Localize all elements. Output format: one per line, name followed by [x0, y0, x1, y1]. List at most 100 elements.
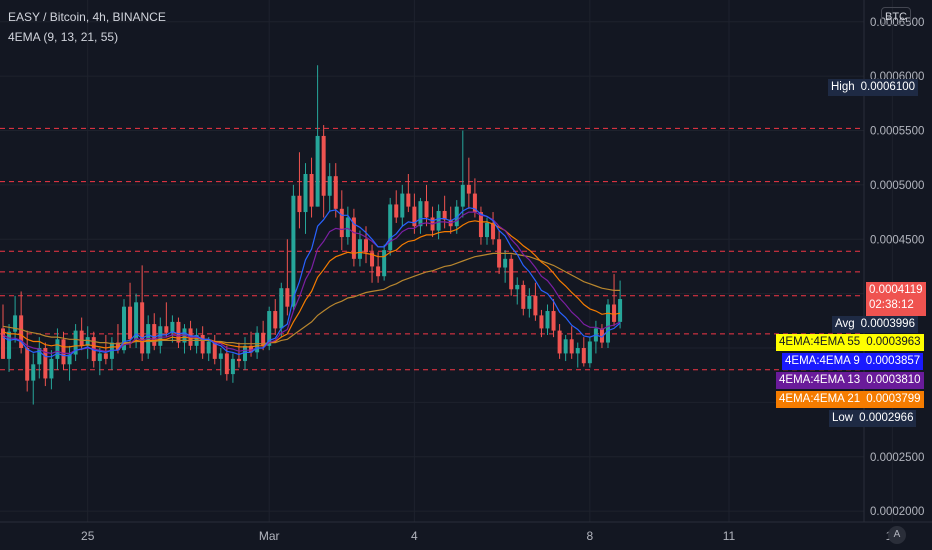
candle-body	[551, 311, 556, 331]
candle-body	[279, 288, 284, 329]
y-tick-label: 0.0004500	[870, 234, 924, 246]
candle-body	[243, 345, 247, 362]
candle-body	[267, 311, 272, 346]
ema9-tag: 4EMA:4EMA 9 0.0003857	[782, 353, 924, 370]
candles	[1, 65, 623, 405]
candle-body	[388, 204, 393, 251]
ema13-line	[2, 211, 621, 355]
high-value: 0.0006100	[857, 79, 919, 96]
candle-body	[575, 348, 580, 354]
candle-body	[158, 326, 163, 346]
candle-body	[370, 252, 375, 267]
low-tag: Low 0.0002966	[829, 410, 917, 427]
ema55-value: 0.0003963	[863, 334, 924, 351]
candle-body	[509, 258, 514, 290]
candle-body	[170, 321, 175, 333]
low-value: 0.0002966	[856, 410, 917, 427]
candle-body	[364, 239, 368, 253]
candle-body	[587, 341, 592, 364]
candle-body	[406, 193, 411, 207]
candle-body	[1, 328, 5, 359]
candle-body	[618, 299, 623, 322]
grid	[0, 0, 893, 522]
candle-body	[327, 176, 332, 196]
candle-body	[122, 306, 126, 351]
candle-body	[454, 206, 459, 227]
candle-body	[128, 306, 133, 340]
ema55-label: 4EMA:4EMA 55	[776, 334, 864, 351]
y-tick-label: 0.0005000	[870, 180, 924, 192]
candle-body	[606, 304, 610, 343]
candle-body	[261, 332, 266, 346]
ema13-value: 0.0003810	[863, 372, 924, 389]
candle-body	[218, 353, 223, 359]
candle-body	[97, 353, 102, 362]
candle-body	[224, 353, 229, 375]
candle-body	[424, 201, 429, 218]
candle-body	[515, 284, 520, 290]
candle-body	[400, 193, 405, 218]
candle-body	[466, 184, 471, 194]
last-price-value: 0.0004119	[869, 284, 923, 296]
candle-body	[521, 284, 526, 309]
candle-body	[103, 353, 108, 359]
candle-body	[527, 295, 532, 309]
candle-body	[382, 250, 387, 277]
ema-lines	[2, 207, 621, 358]
auto-scale-button[interactable]: A	[888, 526, 906, 544]
candle-body	[309, 174, 314, 207]
candle-body	[249, 345, 254, 353]
candle-body	[612, 304, 617, 322]
candle-body	[152, 324, 157, 346]
candle-body	[599, 328, 604, 343]
ema21-value: 0.0003799	[863, 391, 924, 408]
candle-body	[164, 326, 169, 333]
candle-body	[37, 348, 42, 365]
high-tag: High 0.0006100	[828, 79, 919, 96]
candle-body	[491, 222, 496, 240]
x-tick-label: 25	[81, 529, 95, 543]
candle-body	[442, 210, 447, 220]
candle-body	[357, 239, 362, 259]
y-tick-label: 0.0002500	[870, 452, 924, 464]
candle-body	[61, 339, 66, 365]
candle-body	[236, 358, 241, 362]
candle-body	[85, 337, 90, 346]
candle-body	[79, 330, 84, 346]
ema9-label: 4EMA:4EMA 9	[782, 353, 863, 370]
candle-body	[485, 222, 489, 238]
candle-body	[321, 135, 326, 196]
candle-body	[291, 195, 296, 307]
candle-body	[557, 330, 562, 354]
candle-body	[55, 339, 60, 359]
ema13-tag: 4EMA:4EMA 13 0.0003810	[776, 372, 924, 389]
candle-body	[436, 210, 441, 231]
candle-body	[43, 348, 48, 379]
candle-body	[569, 339, 574, 354]
candle-body	[333, 176, 338, 209]
x-tick-label: 4	[411, 529, 418, 543]
candle-body	[31, 364, 36, 381]
ema21-label: 4EMA:4EMA 21	[776, 391, 864, 408]
candle-body	[73, 330, 78, 355]
candle-body	[230, 358, 235, 375]
candle-body	[19, 315, 24, 348]
avg-value: 0.0003996	[857, 316, 918, 333]
candle-body	[460, 184, 465, 207]
ema13-label: 4EMA:4EMA 13	[776, 372, 864, 389]
candle-body	[134, 302, 139, 340]
candle-body	[140, 302, 145, 354]
currency-button[interactable]: BTC	[881, 7, 911, 25]
candle-body	[418, 201, 423, 227]
candle-body	[412, 206, 417, 227]
ema21-line	[2, 220, 621, 349]
candle-body	[315, 135, 320, 207]
candle-body	[25, 348, 30, 381]
candle-body	[545, 311, 550, 329]
candle-body	[503, 258, 508, 268]
ema55-tag: 4EMA:4EMA 55 0.0003963	[776, 334, 924, 351]
candle-body	[255, 332, 260, 353]
ema9-value: 0.0003857	[862, 353, 924, 370]
indicator-legend[interactable]: 4EMA (9, 13, 21, 55)	[8, 30, 119, 44]
